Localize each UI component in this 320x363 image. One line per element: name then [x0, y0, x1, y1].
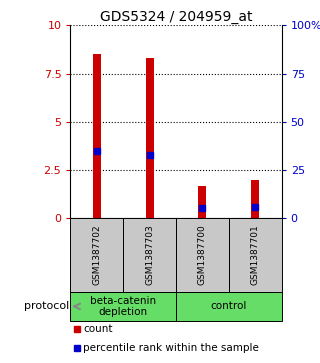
Bar — [176, 291, 282, 321]
Text: count: count — [83, 324, 113, 334]
Text: control: control — [211, 301, 247, 311]
Bar — [70, 291, 176, 321]
Title: GDS5324 / 204959_at: GDS5324 / 204959_at — [100, 11, 252, 24]
Bar — [176, 218, 229, 291]
Text: beta-catenin
depletion: beta-catenin depletion — [90, 295, 156, 317]
Text: GSM1387702: GSM1387702 — [92, 224, 101, 285]
Bar — [251, 180, 259, 218]
Bar — [70, 218, 123, 291]
Bar — [146, 58, 154, 218]
Bar — [123, 218, 176, 291]
Text: GSM1387703: GSM1387703 — [145, 224, 154, 285]
Text: GSM1387701: GSM1387701 — [251, 224, 260, 285]
Bar — [93, 54, 101, 218]
Text: percentile rank within the sample: percentile rank within the sample — [83, 343, 259, 353]
Bar — [229, 218, 282, 291]
Text: protocol: protocol — [24, 301, 69, 311]
Bar — [198, 186, 206, 218]
Text: GSM1387700: GSM1387700 — [198, 224, 207, 285]
